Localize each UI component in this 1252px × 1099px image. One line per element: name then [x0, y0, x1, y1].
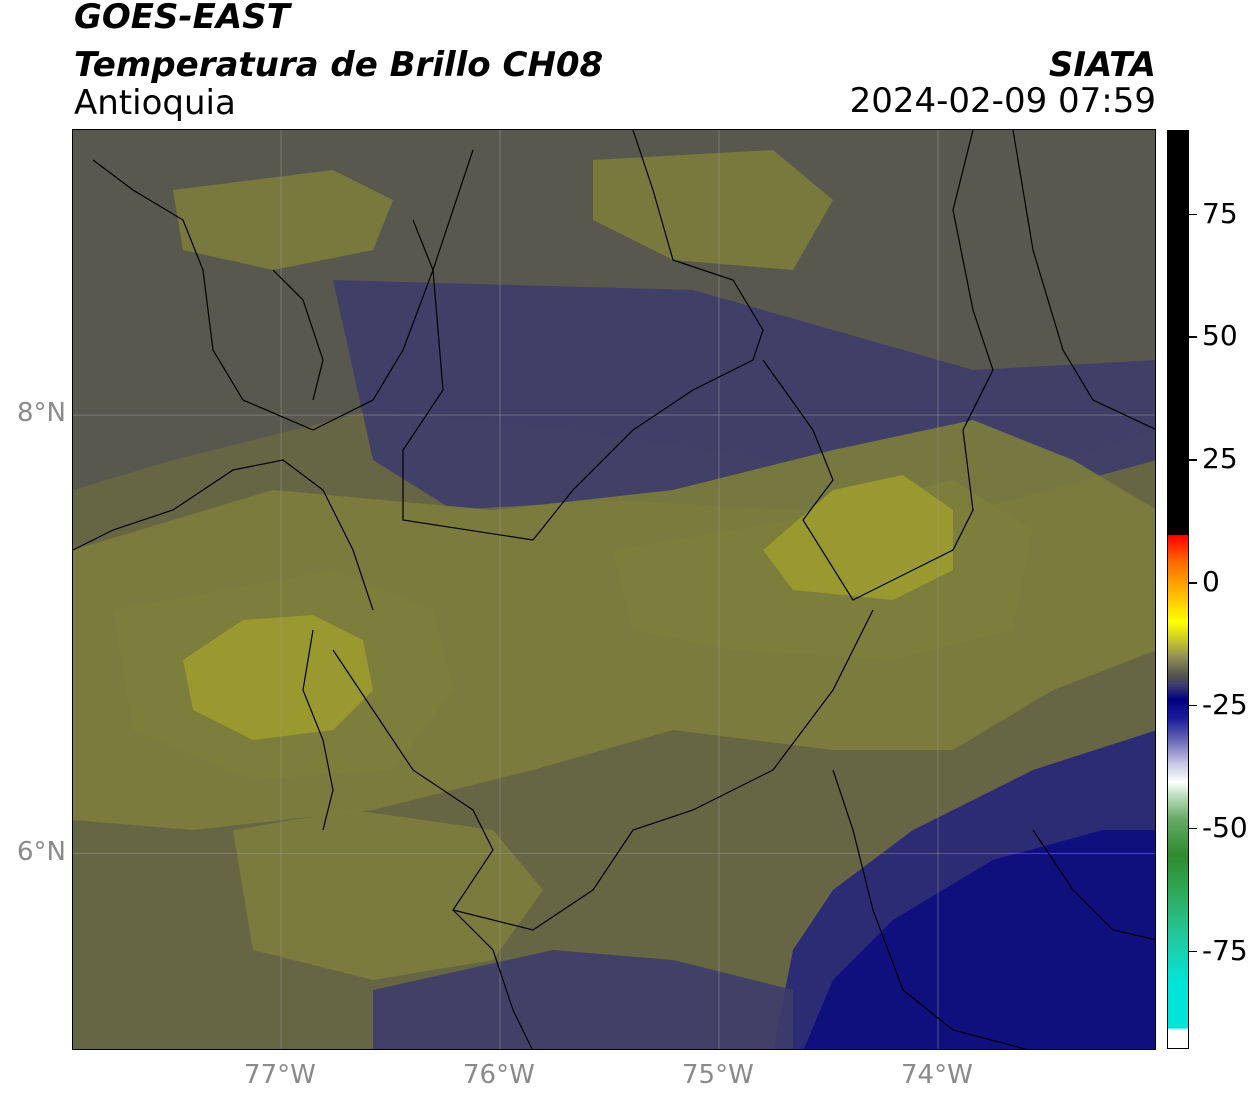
colorbar-tick-mark: [1189, 459, 1197, 461]
colorbar-tick-label: -50: [1202, 810, 1248, 844]
field-blue-south: [373, 950, 793, 1049]
field-olive-south: [233, 810, 543, 980]
colorbar-tick-mark: [1189, 213, 1197, 216]
latitude-label: 8°N: [17, 398, 66, 429]
coastline-gulf: [272, 269, 324, 401]
datetime-label: 2024-02-09 07:59: [849, 81, 1156, 121]
longitude-label: 76°W: [463, 1060, 535, 1090]
department-border-north: [402, 130, 764, 541]
longitude-label: 77°W: [244, 1060, 316, 1090]
field-warm-core-west: [183, 615, 373, 740]
longitude-label: 75°W: [682, 1060, 754, 1090]
field-olive-northeast: [593, 150, 833, 270]
colorbar-tick-label: -25: [1202, 687, 1248, 721]
department-border-south: [332, 609, 874, 931]
river-atrato: [302, 629, 334, 831]
colorbar-tick-mark: [1189, 336, 1197, 338]
field-olive-north: [173, 170, 393, 270]
colorbar-tick-label: -75: [1202, 933, 1248, 967]
longitude-label: 74°W: [901, 1060, 973, 1090]
colorbar-tick-mark: [1189, 950, 1197, 953]
border-far-east: [1012, 130, 1155, 430]
boundary-lines: [73, 130, 1155, 1049]
brightness-temperature-map: [73, 130, 1155, 1049]
latitude-label: 6°N: [17, 836, 66, 867]
map-panel: [72, 129, 1156, 1050]
coastline-west: [92, 149, 474, 431]
product-title: Temperatura de Brillo CH08: [74, 45, 604, 85]
colorbar: [1167, 130, 1189, 1049]
border-southeast: [832, 769, 1028, 1049]
gridlines: [73, 130, 1155, 1049]
colorbar-tick-mark: [1189, 704, 1197, 707]
field-cold-core: [803, 830, 1155, 1049]
colorbar-tick-mark: [1189, 827, 1197, 830]
colorbar-tick-label: 25: [1202, 442, 1238, 476]
border-choco: [73, 459, 374, 611]
border-south-east2: [1032, 829, 1155, 941]
department-border-east: [762, 130, 994, 601]
satellite-title: GOES-EAST: [74, 0, 290, 37]
colorbar-tick-label: 75: [1202, 196, 1238, 230]
border-south-west: [452, 909, 533, 1049]
colorbar-tick-label: 50: [1202, 319, 1238, 353]
colorbar-tick-mark: [1189, 582, 1197, 584]
colorbar-tick-label: 0: [1202, 565, 1220, 599]
region-title: Antioquia: [74, 83, 236, 123]
agency-title: SIATA: [1048, 45, 1156, 85]
field-warm-core-east: [763, 475, 953, 600]
